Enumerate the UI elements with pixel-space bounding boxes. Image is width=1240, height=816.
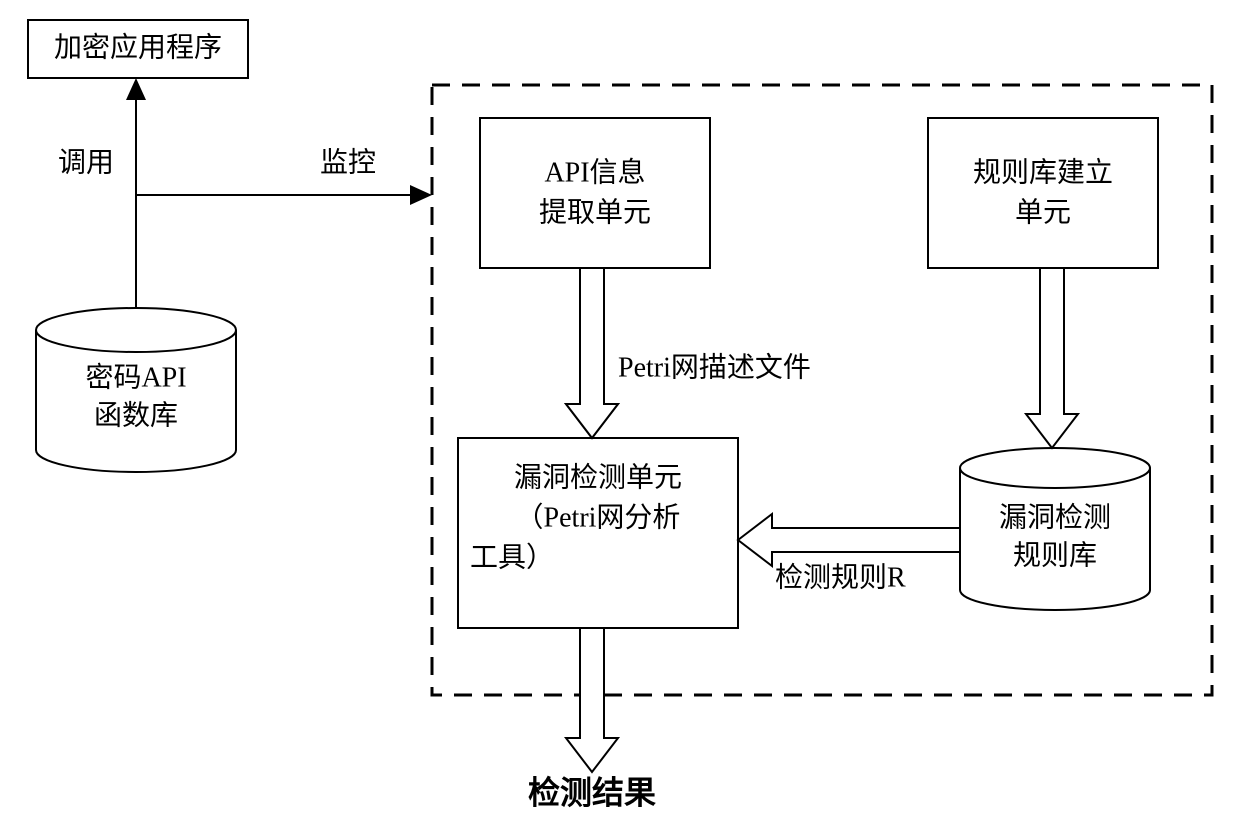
node-api-extract: API信息 提取单元 [480,118,710,268]
node-crypto-api-db-label2: 函数库 [94,399,178,431]
node-crypto-api-db: 密码API 函数库 [36,308,236,472]
node-encrypt-app: 加密应用程序 [28,20,248,78]
edge-ruleR: 检测规则R [738,514,960,593]
node-crypto-api-db-label1: 密码API [85,361,186,393]
node-vuln-detect-label3: 工具） [470,541,554,573]
edge-petri: Petri网描述文件 [566,268,811,438]
edge-ruleR-label: 检测规则R [775,561,906,593]
edge-call: 调用 [58,78,146,308]
node-api-extract-label1: API信息 [544,156,645,188]
edge-call-label: 调用 [58,147,114,178]
node-rule-build: 规则库建立 单元 [928,118,1158,268]
node-rule-db-label2: 规则库 [1013,539,1097,571]
node-rule-build-label1: 规则库建立 [973,156,1113,188]
node-rule-db-label1: 漏洞检测 [999,501,1111,533]
diagram-canvas: 加密应用程序 密码API 函数库 API信息 提取单元 规则库建立 单元 漏洞检… [0,0,1240,816]
node-vuln-detect-label1: 漏洞检测单元 [514,461,682,493]
node-rule-db: 漏洞检测 规则库 [960,448,1150,610]
node-vuln-detect: 漏洞检测单元 （Petri网分析 工具） [458,438,738,628]
node-rule-build-label2: 单元 [1015,196,1071,228]
edge-petri-label: Petri网描述文件 [618,351,811,383]
node-encrypt-app-label: 加密应用程序 [54,31,222,63]
node-api-extract-label2: 提取单元 [539,196,651,228]
edge-monitor: 监控 [136,146,432,205]
result-label: 检测结果 [528,774,656,810]
edge-rulebuild-to-ruledb [1026,268,1078,448]
edge-result [566,628,618,772]
node-vuln-detect-label2: （Petri网分析 [516,501,681,533]
edge-monitor-label: 监控 [320,146,376,178]
